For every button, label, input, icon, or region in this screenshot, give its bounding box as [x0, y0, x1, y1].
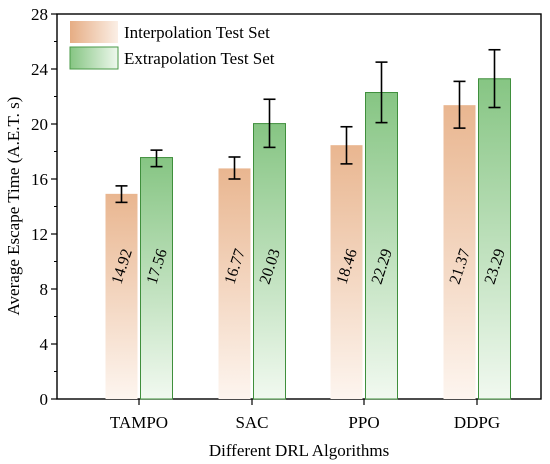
legend-label-interpolation: Interpolation Test Set — [124, 23, 270, 42]
y-tick-label: 28 — [31, 5, 48, 24]
legend-label-extrapolation: Extrapolation Test Set — [124, 49, 275, 68]
y-tick-label: 4 — [40, 335, 49, 354]
bars: 14.92 17.56 16.77 20.03 18.46 22.29 21.37 23.29 — [105, 48, 511, 400]
bar-interpolation — [443, 105, 476, 399]
bar-extrapolation — [478, 78, 511, 400]
legend: Interpolation Test Set Extrapolation Tes… — [69, 21, 275, 70]
x-axis: TAMPO SAC PPO DDPG — [110, 399, 500, 432]
legend-swatch-interpolation — [70, 21, 118, 43]
y-axis-title: Average Escape Time (A.E.T. s) — [4, 97, 23, 316]
y-tick-label: 8 — [40, 280, 49, 299]
bar-interpolation — [105, 193, 138, 399]
x-tick-label: TAMPO — [110, 413, 168, 432]
legend-swatch-extrapolation — [69, 46, 119, 70]
x-tick-label: DDPG — [454, 413, 500, 432]
bar-extrapolation — [253, 123, 286, 400]
y-tick-label: 24 — [31, 60, 49, 79]
y-tick-label: 0 — [40, 390, 49, 409]
bar-extrapolation — [365, 92, 398, 400]
x-tick-label: SAC — [235, 413, 268, 432]
y-tick-label: 16 — [31, 170, 48, 189]
y-tick-label: 12 — [31, 225, 48, 244]
y-tick-label: 20 — [31, 115, 48, 134]
bar-interpolation — [330, 145, 363, 399]
y-axis: 0 4 8 12 16 20 24 28 — [31, 5, 57, 409]
x-axis-title: Different DRL Algorithms — [209, 441, 389, 460]
x-tick-label: PPO — [348, 413, 379, 432]
bar-interpolation — [218, 168, 251, 399]
bar-extrapolation — [140, 157, 173, 400]
